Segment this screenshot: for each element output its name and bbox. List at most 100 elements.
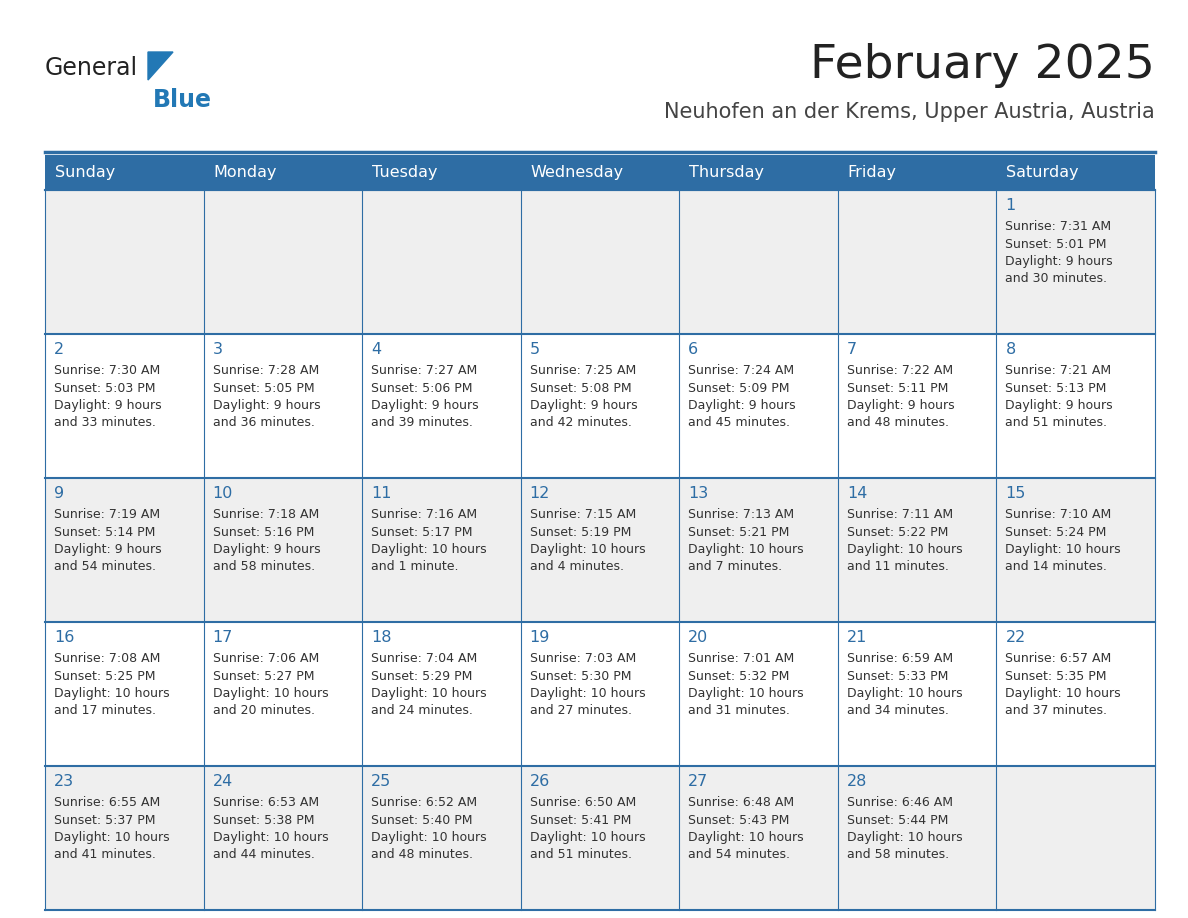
Text: Sunrise: 7:19 AM: Sunrise: 7:19 AM [53, 508, 160, 521]
Text: Thursday: Thursday [689, 165, 764, 180]
Text: Sunrise: 7:27 AM: Sunrise: 7:27 AM [371, 364, 478, 377]
Text: Sunrise: 6:55 AM: Sunrise: 6:55 AM [53, 796, 160, 809]
Text: Monday: Monday [214, 165, 277, 180]
Text: Daylight: 9 hours: Daylight: 9 hours [530, 399, 637, 412]
Text: Daylight: 10 hours: Daylight: 10 hours [688, 543, 804, 556]
Text: Sunset: 5:03 PM: Sunset: 5:03 PM [53, 382, 156, 395]
Text: Sunrise: 6:59 AM: Sunrise: 6:59 AM [847, 652, 953, 665]
Text: Sunset: 5:17 PM: Sunset: 5:17 PM [371, 525, 473, 539]
Text: and 42 minutes.: and 42 minutes. [530, 417, 632, 430]
Text: and 58 minutes.: and 58 minutes. [213, 561, 315, 574]
Text: Sunset: 5:22 PM: Sunset: 5:22 PM [847, 525, 948, 539]
Text: 24: 24 [213, 774, 233, 789]
Text: Daylight: 10 hours: Daylight: 10 hours [688, 687, 804, 700]
Text: Sunrise: 7:28 AM: Sunrise: 7:28 AM [213, 364, 318, 377]
Text: Sunset: 5:35 PM: Sunset: 5:35 PM [1005, 669, 1107, 682]
Text: and 51 minutes.: and 51 minutes. [530, 848, 632, 861]
Text: and 48 minutes.: and 48 minutes. [847, 417, 949, 430]
Text: Sunrise: 7:04 AM: Sunrise: 7:04 AM [371, 652, 478, 665]
Text: 11: 11 [371, 486, 392, 501]
Text: Sunset: 5:29 PM: Sunset: 5:29 PM [371, 669, 473, 682]
Text: Daylight: 10 hours: Daylight: 10 hours [213, 831, 328, 844]
Text: 7: 7 [847, 342, 857, 357]
Text: 1: 1 [1005, 198, 1016, 213]
Text: Sunrise: 7:22 AM: Sunrise: 7:22 AM [847, 364, 953, 377]
Text: Daylight: 10 hours: Daylight: 10 hours [688, 831, 804, 844]
Text: Daylight: 9 hours: Daylight: 9 hours [688, 399, 796, 412]
Text: 26: 26 [530, 774, 550, 789]
Text: Sunrise: 6:46 AM: Sunrise: 6:46 AM [847, 796, 953, 809]
Text: 5: 5 [530, 342, 539, 357]
Text: Sunset: 5:33 PM: Sunset: 5:33 PM [847, 669, 948, 682]
Text: Sunset: 5:16 PM: Sunset: 5:16 PM [213, 525, 314, 539]
Text: 10: 10 [213, 486, 233, 501]
Text: Sunrise: 7:31 AM: Sunrise: 7:31 AM [1005, 220, 1112, 233]
Text: Sunday: Sunday [55, 165, 115, 180]
Text: Sunset: 5:30 PM: Sunset: 5:30 PM [530, 669, 631, 682]
Text: and 36 minutes.: and 36 minutes. [213, 417, 315, 430]
Text: Daylight: 9 hours: Daylight: 9 hours [1005, 399, 1113, 412]
Text: Sunset: 5:21 PM: Sunset: 5:21 PM [688, 525, 790, 539]
Text: Daylight: 9 hours: Daylight: 9 hours [53, 399, 162, 412]
Text: Sunset: 5:38 PM: Sunset: 5:38 PM [213, 813, 314, 826]
Text: and 27 minutes.: and 27 minutes. [530, 704, 632, 718]
Text: and 20 minutes.: and 20 minutes. [213, 704, 315, 718]
Text: 4: 4 [371, 342, 381, 357]
Text: Daylight: 10 hours: Daylight: 10 hours [53, 687, 170, 700]
Polygon shape [148, 52, 173, 80]
Text: Sunrise: 7:21 AM: Sunrise: 7:21 AM [1005, 364, 1112, 377]
Text: and 31 minutes.: and 31 minutes. [688, 704, 790, 718]
Text: Daylight: 10 hours: Daylight: 10 hours [371, 831, 487, 844]
Text: Sunset: 5:37 PM: Sunset: 5:37 PM [53, 813, 156, 826]
Text: Daylight: 10 hours: Daylight: 10 hours [53, 831, 170, 844]
Text: Sunrise: 7:01 AM: Sunrise: 7:01 AM [688, 652, 795, 665]
Text: Sunrise: 7:18 AM: Sunrise: 7:18 AM [213, 508, 318, 521]
Text: General: General [45, 56, 138, 80]
Text: 3: 3 [213, 342, 222, 357]
Text: 6: 6 [688, 342, 699, 357]
Text: and 54 minutes.: and 54 minutes. [53, 561, 156, 574]
Text: Daylight: 10 hours: Daylight: 10 hours [213, 687, 328, 700]
Bar [45, 622, 1155, 766]
Bar [45, 766, 1155, 910]
Text: and 58 minutes.: and 58 minutes. [847, 848, 949, 861]
Text: and 7 minutes.: and 7 minutes. [688, 561, 783, 574]
Text: Wednesday: Wednesday [531, 165, 624, 180]
Text: and 37 minutes.: and 37 minutes. [1005, 704, 1107, 718]
Text: and 24 minutes.: and 24 minutes. [371, 704, 473, 718]
Text: and 41 minutes.: and 41 minutes. [53, 848, 156, 861]
Text: 2: 2 [53, 342, 64, 357]
Text: 14: 14 [847, 486, 867, 501]
Bar [45, 478, 1155, 622]
Text: 17: 17 [213, 630, 233, 645]
Text: Sunrise: 7:03 AM: Sunrise: 7:03 AM [530, 652, 636, 665]
Text: Sunrise: 7:15 AM: Sunrise: 7:15 AM [530, 508, 636, 521]
Text: 27: 27 [688, 774, 708, 789]
Text: Daylight: 9 hours: Daylight: 9 hours [213, 399, 321, 412]
Text: Daylight: 10 hours: Daylight: 10 hours [530, 831, 645, 844]
Text: Sunset: 5:06 PM: Sunset: 5:06 PM [371, 382, 473, 395]
Text: 23: 23 [53, 774, 74, 789]
Text: Sunset: 5:24 PM: Sunset: 5:24 PM [1005, 525, 1107, 539]
Text: Sunset: 5:19 PM: Sunset: 5:19 PM [530, 525, 631, 539]
Text: Saturday: Saturday [1006, 165, 1079, 180]
Text: Sunrise: 7:30 AM: Sunrise: 7:30 AM [53, 364, 160, 377]
Text: Daylight: 10 hours: Daylight: 10 hours [847, 687, 962, 700]
Text: Daylight: 9 hours: Daylight: 9 hours [213, 543, 321, 556]
Text: 18: 18 [371, 630, 392, 645]
Text: Daylight: 10 hours: Daylight: 10 hours [1005, 543, 1121, 556]
Text: and 39 minutes.: and 39 minutes. [371, 417, 473, 430]
Text: 20: 20 [688, 630, 708, 645]
Text: Sunset: 5:05 PM: Sunset: 5:05 PM [213, 382, 314, 395]
Text: Daylight: 9 hours: Daylight: 9 hours [371, 399, 479, 412]
Text: 9: 9 [53, 486, 64, 501]
Text: Daylight: 9 hours: Daylight: 9 hours [1005, 255, 1113, 268]
Text: and 30 minutes.: and 30 minutes. [1005, 273, 1107, 285]
Text: Sunset: 5:11 PM: Sunset: 5:11 PM [847, 382, 948, 395]
Text: and 45 minutes.: and 45 minutes. [688, 417, 790, 430]
Text: 13: 13 [688, 486, 708, 501]
Text: Sunset: 5:01 PM: Sunset: 5:01 PM [1005, 238, 1107, 251]
Text: Sunset: 5:09 PM: Sunset: 5:09 PM [688, 382, 790, 395]
Text: and 17 minutes.: and 17 minutes. [53, 704, 156, 718]
Text: 12: 12 [530, 486, 550, 501]
